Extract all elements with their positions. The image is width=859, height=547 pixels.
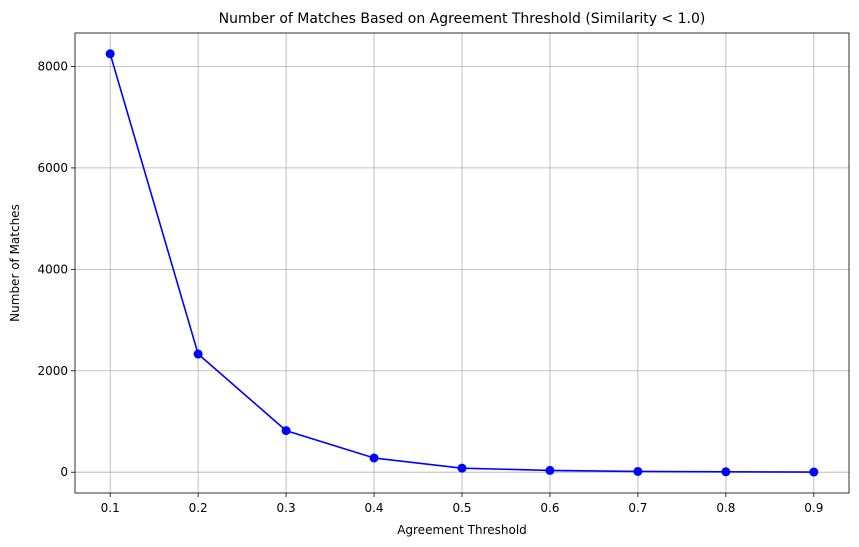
data-point [545,465,555,475]
x-tick-label: 0.9 [804,501,823,515]
x-tick-label: 0.5 [452,501,471,515]
y-tick-label: 0 [60,465,68,479]
y-tick-label: 8000 [37,59,68,73]
data-point [193,349,203,359]
chart-title: Number of Matches Based on Agreement Thr… [219,11,706,27]
data-point [281,426,291,436]
y-tick-label: 4000 [37,262,68,276]
grid [75,33,849,493]
y-axis-label: Number of Matches [8,204,22,322]
y-tick-label: 6000 [37,161,68,175]
x-tick-label: 0.3 [277,501,296,515]
data-point [369,453,379,463]
data-point [105,49,115,59]
x-tick-label: 0.7 [628,501,647,515]
x-tick-label: 0.4 [364,501,383,515]
series-layer [105,49,819,477]
y-tick-label: 2000 [37,364,68,378]
x-axis-label: Agreement Threshold [397,523,527,537]
x-tick-label: 0.2 [189,501,208,515]
data-point [721,467,731,477]
data-point [809,467,819,477]
x-tick-label: 0.1 [101,501,120,515]
data-point [633,466,643,476]
ticks: 0.1 0.2 0.3 0.4 0.5 0.6 0.7 0.8 0.9 0 2000 4000 6000… [37,59,823,515]
x-tick-label: 0.8 [716,501,735,515]
data-point [457,463,467,473]
x-tick-label: 0.6 [540,501,559,515]
